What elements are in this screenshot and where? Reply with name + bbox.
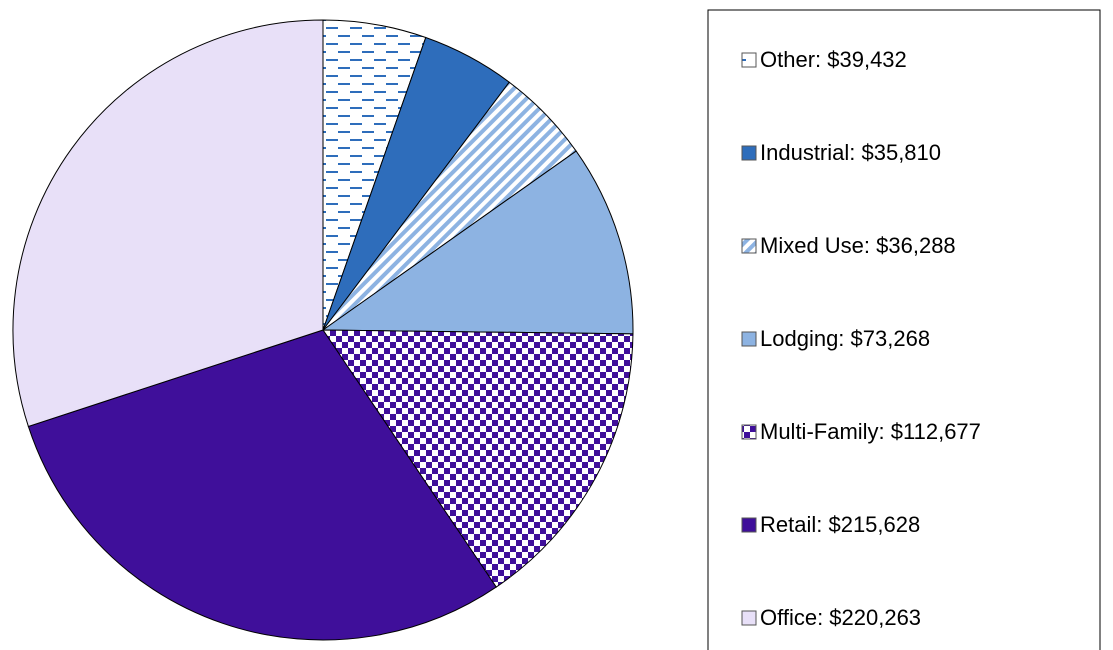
- legend-label: Mixed Use: $36,288: [760, 233, 956, 258]
- legend-marker: [741, 238, 757, 254]
- legend-marker: [741, 52, 757, 68]
- legend-label: Office: $220,263: [760, 605, 921, 630]
- legend-label: Other: $39,432: [760, 47, 907, 72]
- pie-slice: [27, 329, 497, 641]
- legend-marker: [741, 145, 757, 161]
- pie-slice: [321, 150, 634, 335]
- legend-marker: [741, 610, 757, 626]
- legend-label: Multi-Family: $112,677: [760, 419, 981, 444]
- legend-marker: [741, 331, 757, 347]
- pie-slice: [12, 19, 324, 428]
- pie-slice: [322, 329, 634, 588]
- legend-marker: [741, 424, 757, 440]
- legend-marker: [741, 517, 757, 533]
- legend-label: Industrial: $35,810: [760, 140, 941, 165]
- legend-label: Lodging: $73,268: [760, 326, 930, 351]
- legend-box: [707, 9, 1101, 650]
- legend-label: Retail: $215,628: [760, 512, 920, 537]
